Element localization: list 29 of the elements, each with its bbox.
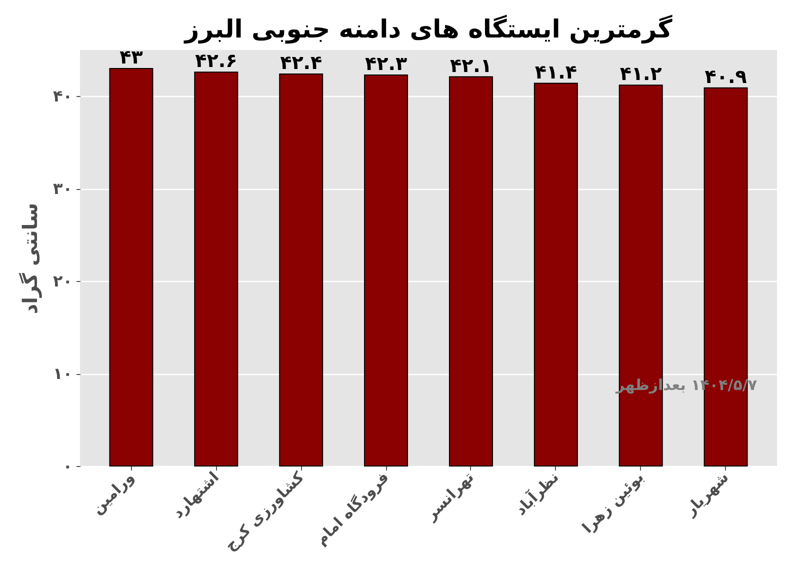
chart-title: گرمترین ایستگاه های دامنه جنوبی البرز xyxy=(182,14,673,44)
data-label: ۴۳ xyxy=(120,46,144,68)
x-tick-label: فرودگاه امام xyxy=(312,468,392,549)
x-tick-label: ورامین xyxy=(88,468,138,518)
bar xyxy=(109,68,154,466)
y-tick-label: ۲۰ xyxy=(52,272,72,291)
data-label: ۴۲.۱ xyxy=(450,54,492,77)
x-tick-label: بوئین زهرا xyxy=(578,468,648,537)
y-tick-label: ۳۰ xyxy=(52,179,72,198)
x-tick-label: شهریار xyxy=(680,468,732,520)
data-label: ۴۱.۲ xyxy=(620,63,662,86)
x-tick-label: اشتهارد xyxy=(168,468,223,522)
y-axis-title: سانتی گراد xyxy=(18,202,42,314)
bar xyxy=(194,72,238,466)
bar xyxy=(534,82,578,466)
data-label: ۴۰.۹ xyxy=(704,66,748,88)
x-tick-label: کشاورزی کرج xyxy=(221,468,308,554)
data-label: ۴۲.۴ xyxy=(280,52,322,74)
x-tick-label: تهرانسر xyxy=(421,468,478,524)
y-tick-label: ۴۰ xyxy=(52,86,72,106)
y-tick-label: ۱۰ xyxy=(52,364,72,384)
bar xyxy=(364,74,408,466)
bar xyxy=(279,74,324,466)
data-label: ۴۲.۶ xyxy=(195,50,238,72)
data-label: ۴۱.۴ xyxy=(534,61,577,84)
data-label: ۴۲.۳ xyxy=(365,52,408,75)
y-tick-label: ۰ xyxy=(62,456,72,476)
x-tick-label: نظرآباد xyxy=(510,467,562,519)
bar xyxy=(448,76,493,466)
